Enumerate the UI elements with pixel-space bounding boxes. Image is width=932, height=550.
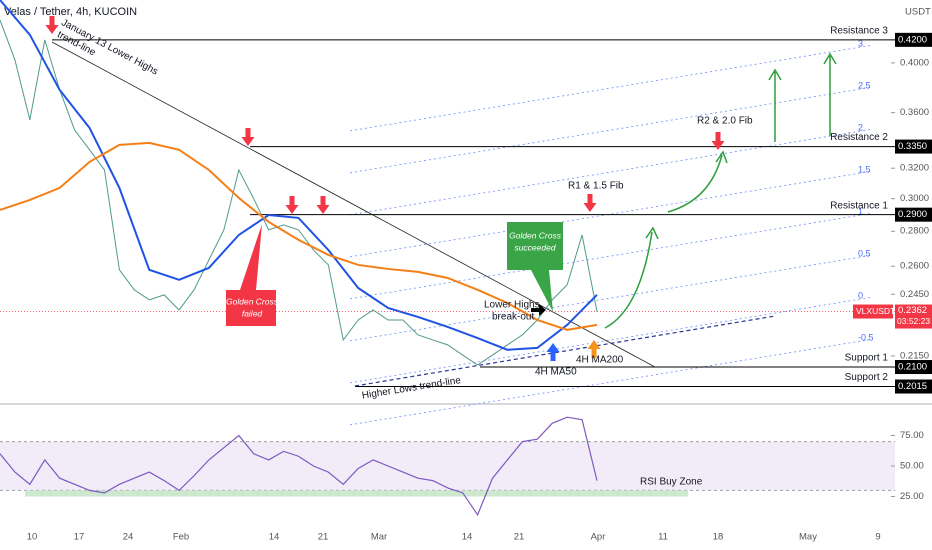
annotation: break-out xyxy=(492,312,534,323)
level-box xyxy=(895,379,932,394)
callout-text: succeeded xyxy=(514,242,555,252)
x-tick-label: 18 xyxy=(713,532,724,543)
arrow-down xyxy=(45,16,59,34)
x-tick-label: 21 xyxy=(514,532,525,543)
currency: USDT xyxy=(905,7,931,18)
level-name: Support 1 xyxy=(845,353,889,364)
rsi-buy-zone xyxy=(25,490,688,497)
annotation: R2 & 2.0 Fib xyxy=(697,116,753,127)
y-tick-label: 0.2150 xyxy=(900,350,929,361)
fib-label: 1 xyxy=(858,206,863,216)
annotation: 4H MA50 xyxy=(535,367,577,378)
x-tick-label: 10 xyxy=(27,532,38,543)
arrow-down xyxy=(711,132,725,150)
level-name: Resistance 2 xyxy=(830,132,888,143)
x-tick-label: 9 xyxy=(875,532,880,543)
rsi-tick-label: 50.00 xyxy=(900,461,924,472)
rsi-line xyxy=(0,416,598,517)
annotation: R1 & 1.5 Fib xyxy=(568,181,624,192)
arrow-up xyxy=(587,340,601,358)
callout-text: Golden Cross xyxy=(226,296,279,306)
level-value: 0.2015 xyxy=(898,381,927,392)
arrow-down xyxy=(583,194,597,212)
rsi-tick-label: 25.00 xyxy=(900,491,924,502)
fib-label: 0.5 xyxy=(858,248,871,258)
fib-label: 2.5 xyxy=(858,80,871,90)
projection-arrow xyxy=(667,154,723,213)
breakout-arrow xyxy=(531,304,546,316)
level-name: Support 2 xyxy=(845,372,889,383)
y-tick-label: 0.3200 xyxy=(900,163,929,174)
fib-label: -0.5 xyxy=(858,332,874,342)
fib-label: 0 xyxy=(858,290,863,300)
callout-green xyxy=(507,222,563,312)
rsi-tick-label: 75.00 xyxy=(900,430,924,441)
moving-average xyxy=(0,0,598,351)
level-value: 0.2900 xyxy=(898,209,927,220)
projection-arrow xyxy=(604,231,653,329)
last-price-box xyxy=(895,304,932,329)
projection-head xyxy=(645,226,659,240)
fib-label: 3 xyxy=(858,38,863,48)
level-value: 0.4200 xyxy=(898,34,927,45)
x-tick-label: 17 xyxy=(74,532,85,543)
fib-label: 1.5 xyxy=(858,164,871,174)
x-tick-label: May xyxy=(799,532,817,543)
level-value: 0.3350 xyxy=(898,141,927,152)
lower-highs-trendline xyxy=(51,41,656,368)
last-price-label: 0.2362 xyxy=(898,305,927,316)
arrow-down xyxy=(241,128,255,146)
x-tick-label: 11 xyxy=(658,532,668,543)
x-tick-label: 24 xyxy=(123,532,134,543)
projection-head xyxy=(715,150,728,164)
annotation: 4H MA200 xyxy=(576,355,624,366)
level-box xyxy=(895,207,932,222)
level-box xyxy=(895,360,932,375)
projection-arrow xyxy=(768,68,782,142)
chart-title: Velas / Tether, 4h, KUCOIN xyxy=(4,6,137,18)
x-tick-label: Apr xyxy=(591,532,606,543)
y-tick-label: 0.3600 xyxy=(900,107,929,118)
y-tick-label: 0.4000 xyxy=(900,57,929,68)
rsi-band xyxy=(0,441,895,491)
callout-text: failed xyxy=(242,308,263,318)
y-tick-label: 0.3000 xyxy=(900,193,929,204)
x-tick-label: 14 xyxy=(462,532,473,543)
x-tick-label: 21 xyxy=(318,532,329,543)
symbol-label: VLXUSDT xyxy=(856,306,895,316)
arrow-down xyxy=(316,196,330,214)
annotation: Lower Highs xyxy=(484,300,540,311)
projection-arrow xyxy=(823,52,837,136)
callout-red xyxy=(226,224,276,326)
level-box xyxy=(895,32,932,47)
y-tick-label: 0.2800 xyxy=(900,226,929,237)
arrow-up xyxy=(546,343,560,361)
x-tick-label: Feb xyxy=(173,532,189,543)
countdown: 03:52:23 xyxy=(897,316,930,326)
arrow-down xyxy=(285,196,299,214)
x-tick-label: 14 xyxy=(269,532,280,543)
price-line xyxy=(0,19,598,366)
fib-label: 2 xyxy=(858,122,863,132)
level-value: 0.2100 xyxy=(898,362,927,373)
rsi-buy-zone-label: RSI Buy Zone xyxy=(640,477,703,488)
callout-text: Golden Cross xyxy=(509,230,562,240)
moving-average xyxy=(0,141,598,331)
symbol-box xyxy=(853,304,893,319)
level-box xyxy=(895,139,932,154)
higher-lows-trendline xyxy=(354,315,776,387)
y-tick-label: 0.2600 xyxy=(900,261,929,272)
level-name: Resistance 1 xyxy=(830,200,888,211)
y-tick-label: 0.2450 xyxy=(900,289,929,300)
level-name: Resistance 3 xyxy=(830,25,888,36)
x-tick-label: Mar xyxy=(371,532,387,543)
